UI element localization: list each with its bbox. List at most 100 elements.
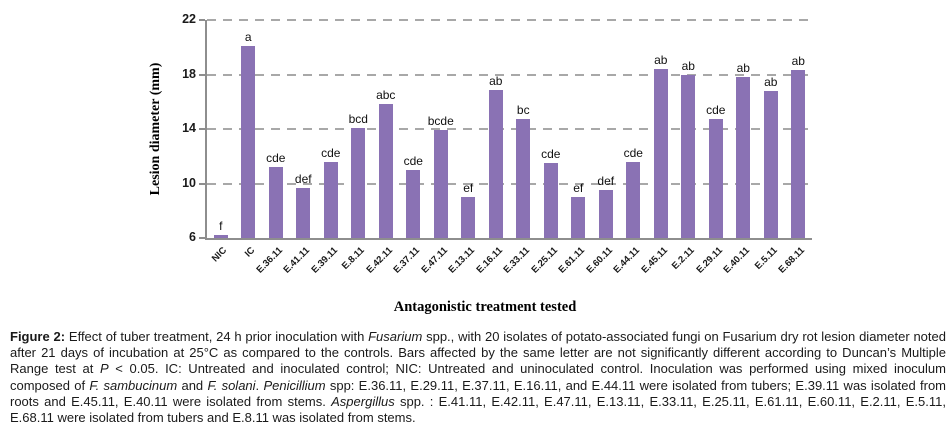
bar-E.29.11 [708, 119, 723, 238]
y-tick-label-18: 18 [182, 66, 196, 81]
x-category-label-E.45.11: E.45.11 [638, 245, 670, 276]
bar-slot-E.36.11: cde [262, 20, 290, 238]
x-category-label-E.39.11: E.39.11 [308, 245, 340, 276]
bar-E.42.11 [378, 104, 393, 238]
caption-italic-term: F. solani [207, 377, 256, 393]
significance-letter: cde [541, 147, 561, 162]
y-tick-mark [199, 19, 205, 21]
bar-NIC [213, 235, 228, 238]
x-category-label-E.2.11: E.2.11 [670, 245, 698, 272]
caption-text: < 0.05. IC: Untreated and inoculated con… [10, 361, 946, 393]
bar-slot-E.25.11: cde [537, 20, 565, 238]
x-category-label-E.13.11: E.13.11 [446, 245, 478, 276]
bar-slot-E.68.11: ab [785, 20, 813, 238]
y-tick-label-22: 22 [182, 12, 196, 26]
bar-slot-E.40.11: ab [730, 20, 758, 238]
caption-text: and [177, 377, 208, 393]
x-category-label-E.36.11: E.36.11 [253, 245, 285, 276]
significance-letter: a [244, 29, 252, 44]
caption-figure-label: Figure 2: [10, 329, 66, 344]
bar-slot-E.60.11: def [592, 20, 620, 238]
x-category-label-IC: IC [242, 245, 258, 260]
bar-slot-E.16.11: ab [482, 20, 510, 238]
caption-text: spp: E.36.11, E.29.11, E.37.11, E.16.11,… [10, 377, 947, 409]
bar-E.13.11 [461, 197, 476, 238]
x-category-label-E.44.11: E.44.11 [611, 245, 643, 276]
bar-slot-E.8.11: bcd [345, 20, 373, 238]
caption-italic-term: P [100, 361, 109, 377]
bar-series: f a cde def cde bcd abc cde bcde ef ab bc cde ef def cd… [207, 20, 812, 238]
bar-E.33.11 [516, 119, 531, 238]
bar-E.40.11 [736, 77, 751, 238]
y-tick-label-10: 10 [182, 175, 196, 190]
x-category-label-E.60.11: E.60.11 [583, 245, 615, 276]
bar-slot-NIC: f [207, 20, 235, 238]
bar-E.2.11 [681, 74, 696, 238]
bar-E.44.11 [626, 161, 641, 238]
significance-letter: ab [489, 73, 503, 88]
x-category-label-E.25.11: E.25.11 [528, 245, 560, 276]
x-category-label-E.16.11: E.16.11 [473, 245, 505, 276]
bar-E.36.11 [268, 167, 283, 238]
bar-IC [241, 45, 256, 238]
significance-letter: cde [623, 145, 643, 160]
significance-letter: ab [791, 54, 805, 69]
bar-E.68.11 [791, 70, 806, 238]
significance-letter: bcde [427, 114, 454, 129]
y-tick-label-14: 14 [182, 121, 196, 135]
significance-letter: ab [681, 58, 695, 73]
significance-letter: def [597, 174, 615, 189]
bar-E.16.11 [488, 89, 503, 238]
x-category-label-E.68.11: E.68.11 [776, 245, 808, 276]
bar-slot-E.2.11: ab [675, 20, 703, 238]
bar-slot-E.13.11: ef [455, 20, 483, 238]
bar-slot-E.41.11: def [290, 20, 318, 238]
gridline-10 [207, 182, 812, 185]
caption-italic-term: Aspergillus [331, 393, 395, 409]
bar-slot-IC: a [235, 20, 263, 238]
bar-E.5.11 [763, 90, 778, 238]
y-tick-mark [199, 182, 205, 185]
bar-slot-E.33.11: bc [510, 20, 538, 238]
caption-text: . [255, 377, 264, 393]
significance-letter: bcd [348, 111, 368, 126]
significance-letter: f [219, 219, 223, 234]
bar-E.39.11 [323, 161, 338, 238]
x-category-label-E.33.11: E.33.11 [501, 245, 533, 276]
caption-italic-term: Fusarium [368, 329, 423, 344]
bar-slot-E.45.11: ab [647, 20, 675, 238]
caption-text: Effect of tuber treatment, 24 h prior in… [65, 329, 369, 344]
significance-letter: ab [654, 53, 668, 68]
significance-letter: def [294, 171, 312, 186]
bar-slot-E.44.11: cde [620, 20, 648, 238]
x-category-label-E.37.11: E.37.11 [391, 245, 423, 276]
significance-letter: bc [516, 103, 530, 118]
bar-E.37.11 [406, 169, 421, 238]
bar-E.47.11 [433, 130, 448, 238]
significance-letter: cde [321, 145, 341, 160]
significance-letter: cde [266, 151, 286, 166]
y-tick-mark [199, 237, 205, 239]
x-category-label-E.61.11: E.61.11 [556, 245, 588, 276]
significance-letter: ab [736, 61, 750, 76]
significance-letter: cde [706, 103, 726, 118]
x-category-label-NIC: NIC [210, 245, 230, 265]
y-tick-label-6: 6 [189, 230, 196, 244]
bar-slot-E.29.11: cde [702, 20, 730, 238]
figure-caption: Figure 2: Effect of tuber treatment, 24 … [10, 329, 946, 426]
plot-area: f a cde def cde bcd abc cde bcde ef ab bc cde ef def cd… [205, 19, 812, 240]
caption-text: spp., with 20 isolates of potato-associa… [10, 329, 946, 377]
significance-letter: ab [764, 74, 778, 89]
bar-E.41.11 [296, 187, 311, 238]
significance-letter: cde [403, 153, 423, 168]
bar-E.61.11 [571, 197, 586, 238]
bar-E.25.11 [543, 163, 558, 238]
bar-slot-E.37.11: cde [400, 20, 428, 238]
bar-E.60.11 [598, 190, 613, 238]
bar-slot-E.5.11: ab [757, 20, 785, 238]
bar-E.8.11 [351, 127, 366, 238]
bar-slot-E.47.11: bcde [427, 20, 455, 238]
x-axis-title: Antagonistic treatment tested [393, 299, 577, 315]
significance-letter: abc [376, 88, 396, 103]
